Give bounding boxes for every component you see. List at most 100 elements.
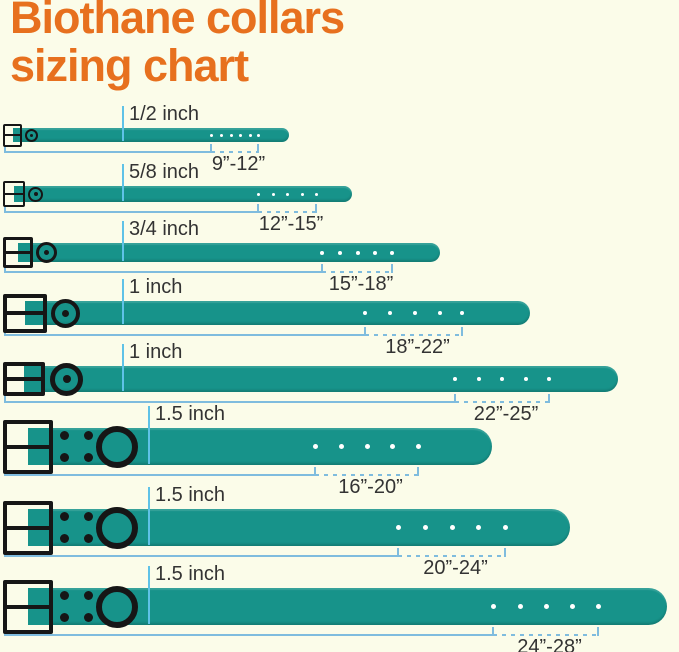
collar-width-label: 1 inch: [129, 341, 183, 363]
rivet: [59, 591, 69, 600]
adjustment-hole: [338, 444, 344, 449]
buckle-center-bar: [5, 134, 20, 136]
rivet: [83, 591, 93, 600]
buckle-pin: [30, 133, 33, 137]
buckle-pin: [44, 250, 49, 255]
adjustment-hole: [209, 133, 213, 137]
buckle-ring-icon: [51, 298, 80, 328]
adjustment-hole: [500, 377, 504, 381]
rivet: [59, 431, 69, 440]
adjustment-hole: [422, 525, 428, 530]
bracket-dashed-line: [322, 271, 392, 273]
adjustment-hole: [229, 133, 233, 137]
buckle-pin: [33, 192, 38, 196]
bracket-solid-line: [4, 271, 322, 273]
bracket-solid-line: [4, 151, 211, 153]
adjustment-hole: [363, 311, 367, 315]
adjustment-hole: [502, 525, 508, 530]
adjustment-hole: [453, 377, 457, 381]
width-tick: [122, 221, 124, 261]
bracket-left-riser: [4, 203, 6, 213]
size-range-label: 18”-22”: [385, 336, 450, 358]
rivet: [59, 613, 69, 622]
buckle-center-bar: [6, 251, 30, 254]
rivet: [59, 453, 69, 462]
adjustment-hole: [388, 311, 392, 315]
bracket-end-tick: [597, 627, 599, 636]
adjustment-hole: [543, 604, 549, 609]
collar-strap: [4, 301, 530, 325]
collar-width-label: 3/4 inch: [129, 218, 200, 240]
adjustment-hole: [390, 250, 394, 255]
adjustment-hole: [547, 377, 551, 381]
size-range-label: 15”-18”: [328, 273, 394, 295]
buckle-center-bar: [7, 525, 49, 530]
bracket-end-tick: [391, 264, 393, 273]
width-tick: [122, 106, 124, 141]
rivet: [83, 534, 93, 543]
bracket-dashed-line: [455, 401, 549, 403]
buckle-pin: [62, 309, 69, 317]
width-tick: [148, 566, 150, 624]
buckle-center-bar: [7, 604, 49, 609]
adjustment-hole: [490, 604, 496, 609]
bracket-left-riser: [4, 393, 6, 403]
buckle-center-bar: [7, 311, 43, 315]
collar-width-label: 1.5 inch: [155, 563, 226, 585]
rivet: [83, 453, 93, 462]
adjustment-hole: [389, 444, 395, 449]
bracket-start-tick: [314, 467, 316, 476]
width-tick: [148, 406, 150, 464]
chart-title: Biothane collars sizing chart: [10, 0, 345, 90]
bracket-start-tick: [257, 204, 259, 213]
adjustment-hole: [364, 444, 370, 449]
d-ring-icon: [96, 425, 138, 468]
bracket-dashed-line: [315, 474, 418, 476]
bracket-solid-line: [4, 555, 398, 557]
buckle-center-bar: [7, 377, 41, 381]
rivet: [83, 613, 93, 622]
bracket-end-tick: [504, 548, 506, 557]
bracket-start-tick: [364, 327, 366, 336]
buckle-ring-icon: [25, 128, 38, 142]
collar-strap: [4, 243, 440, 262]
buckle-ring-icon: [28, 186, 43, 202]
collar-width-label: 1.5 inch: [155, 403, 226, 425]
bracket-end-tick: [257, 144, 259, 153]
bracket-left-riser: [4, 263, 6, 273]
bracket-end-tick: [315, 204, 317, 213]
bracket-end-tick: [461, 327, 463, 336]
rivet: [59, 512, 69, 521]
width-tick: [148, 487, 150, 545]
bracket-solid-line: [4, 474, 315, 476]
bracket-start-tick: [321, 264, 323, 273]
adjustment-hole: [373, 250, 377, 255]
adjustment-hole: [395, 525, 401, 530]
size-range-label: 9”-12”: [211, 153, 266, 175]
collar-width-label: 1/2 inch: [129, 103, 200, 125]
buckle-center-bar: [5, 193, 23, 195]
bracket-end-tick: [548, 394, 550, 403]
size-range-label: 20”-24”: [423, 557, 488, 579]
adjustment-hole: [271, 192, 275, 196]
bracket-end-tick: [417, 467, 419, 476]
bracket-start-tick: [210, 144, 212, 153]
adjustment-hole: [524, 377, 528, 381]
collar-width-label: 5/8 inch: [129, 161, 200, 183]
bracket-solid-line: [4, 334, 365, 336]
bracket-dashed-line: [365, 334, 462, 336]
adjustment-hole: [356, 250, 360, 255]
bracket-start-tick: [454, 394, 456, 403]
size-range-label: 16”-20”: [338, 476, 403, 498]
bracket-dashed-line: [493, 634, 598, 636]
d-ring-icon: [96, 585, 138, 628]
buckle-ring-icon: [36, 242, 57, 263]
adjustment-hole: [256, 133, 260, 137]
bracket-dashed-line: [211, 151, 258, 153]
